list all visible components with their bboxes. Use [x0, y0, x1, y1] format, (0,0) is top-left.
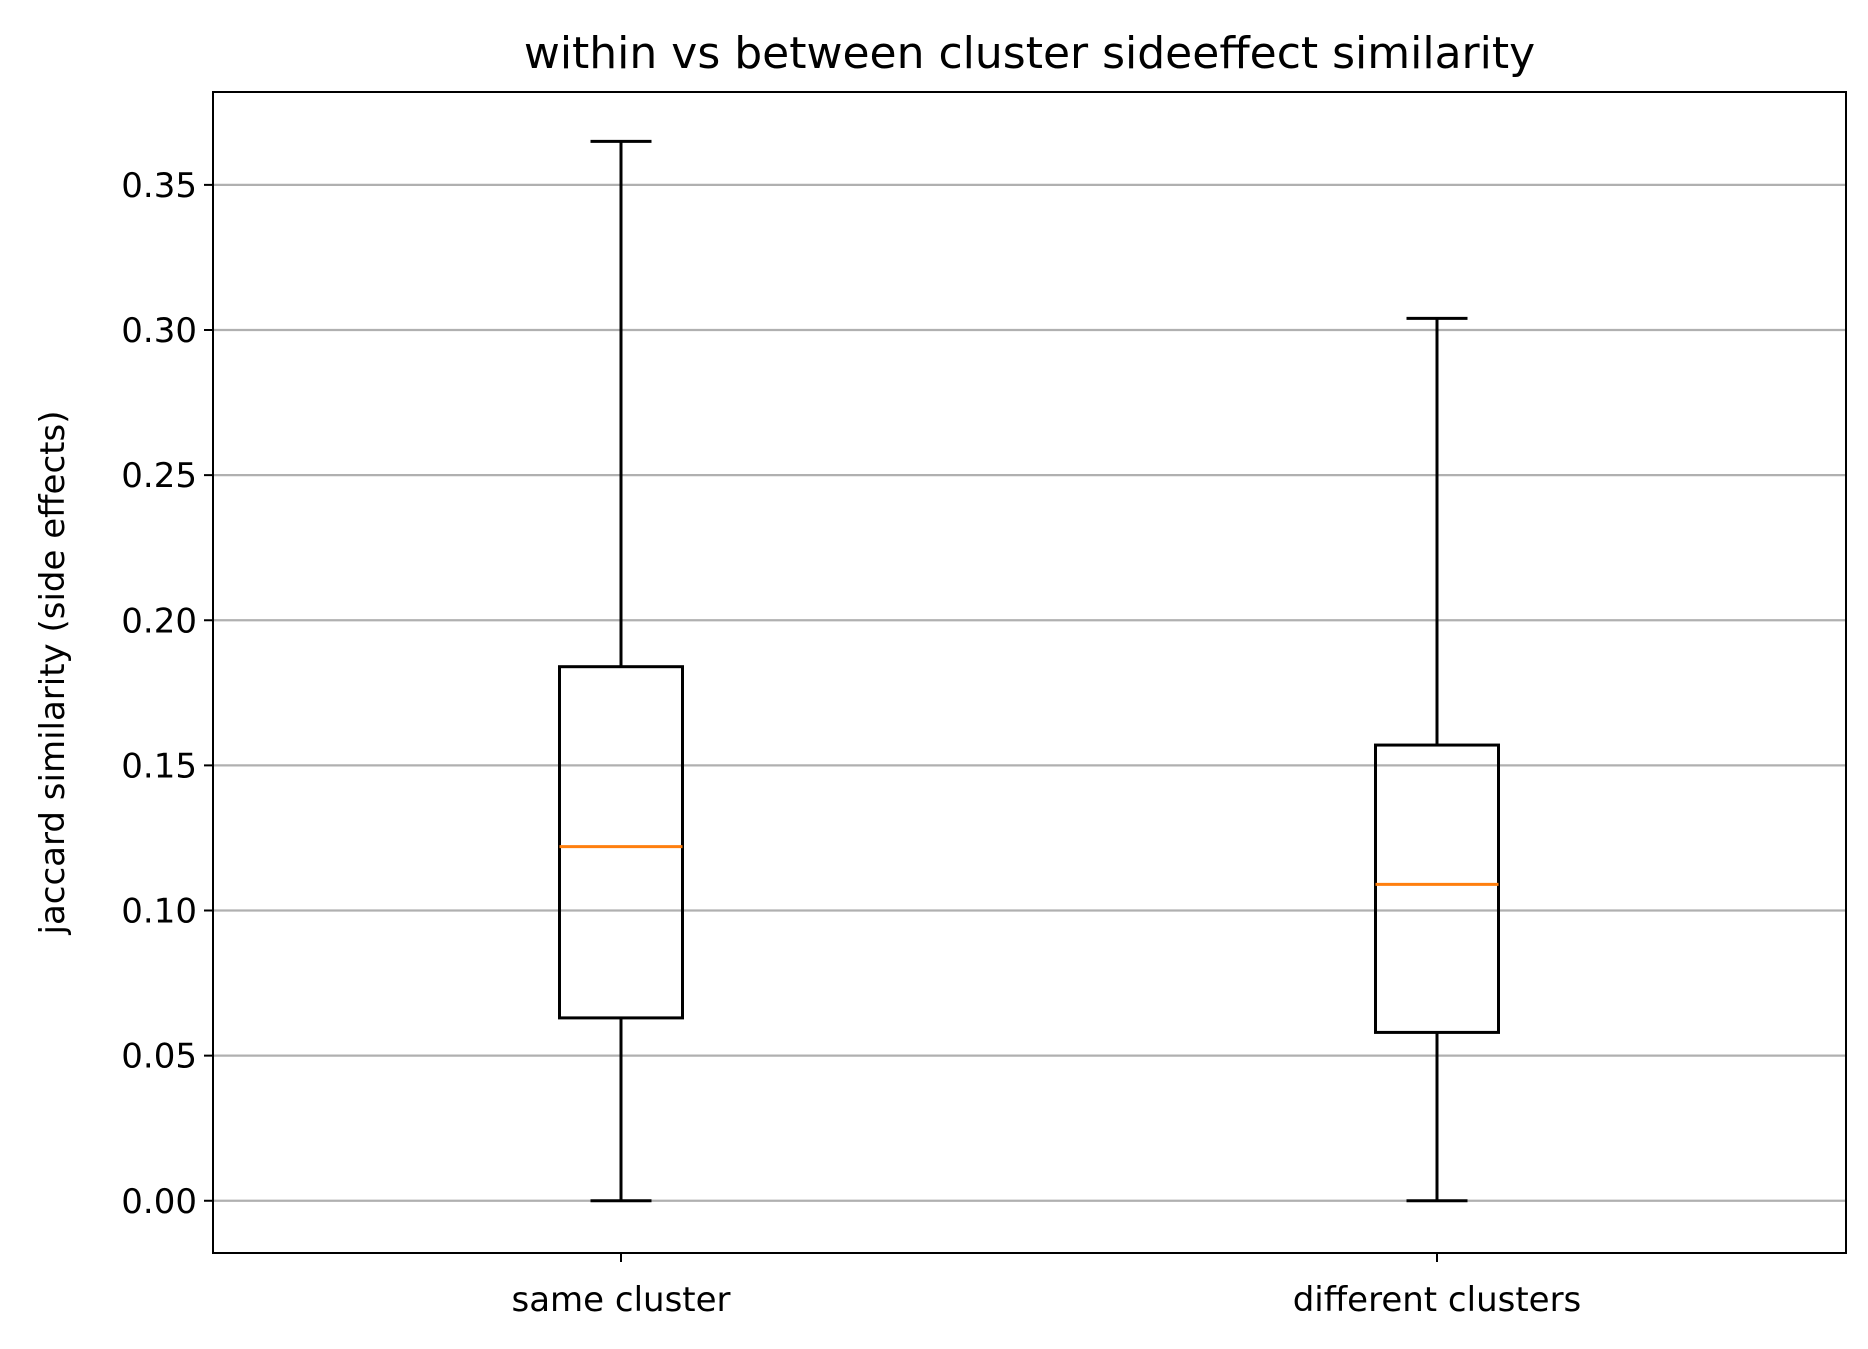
x-axis: same cluster different clusters — [511, 1253, 1581, 1320]
box-plots — [558, 139, 1500, 1203]
gridlines — [213, 183, 1846, 1202]
x-tick-label: different clusters — [1293, 1280, 1582, 1320]
y-tick-label: 0.10 — [121, 892, 197, 932]
y-tick-label: 0.20 — [121, 601, 197, 641]
box-iqr — [1374, 743, 1500, 1034]
y-tick-label: 0.05 — [121, 1037, 197, 1077]
y-tick-label: 0.00 — [121, 1182, 197, 1222]
box-iqr — [558, 665, 684, 1020]
y-tick-label: 0.25 — [121, 456, 197, 496]
y-tick-label: 0.15 — [121, 746, 197, 786]
y-tick-label: 0.35 — [121, 166, 197, 206]
box-different-clusters — [1374, 316, 1500, 1203]
y-tick-label: 0.30 — [121, 311, 197, 351]
chart-title: within vs between cluster sideeffect sim… — [524, 28, 1535, 79]
box-same-cluster — [558, 139, 684, 1203]
y-axis-label: jaccard similarity (side effects) — [33, 411, 73, 936]
x-tick-label: same cluster — [511, 1280, 730, 1320]
y-axis: 0.00 0.05 0.10 0.15 0.20 0.25 0.30 0.35 — [121, 166, 213, 1222]
plot-frame — [212, 91, 1847, 1254]
